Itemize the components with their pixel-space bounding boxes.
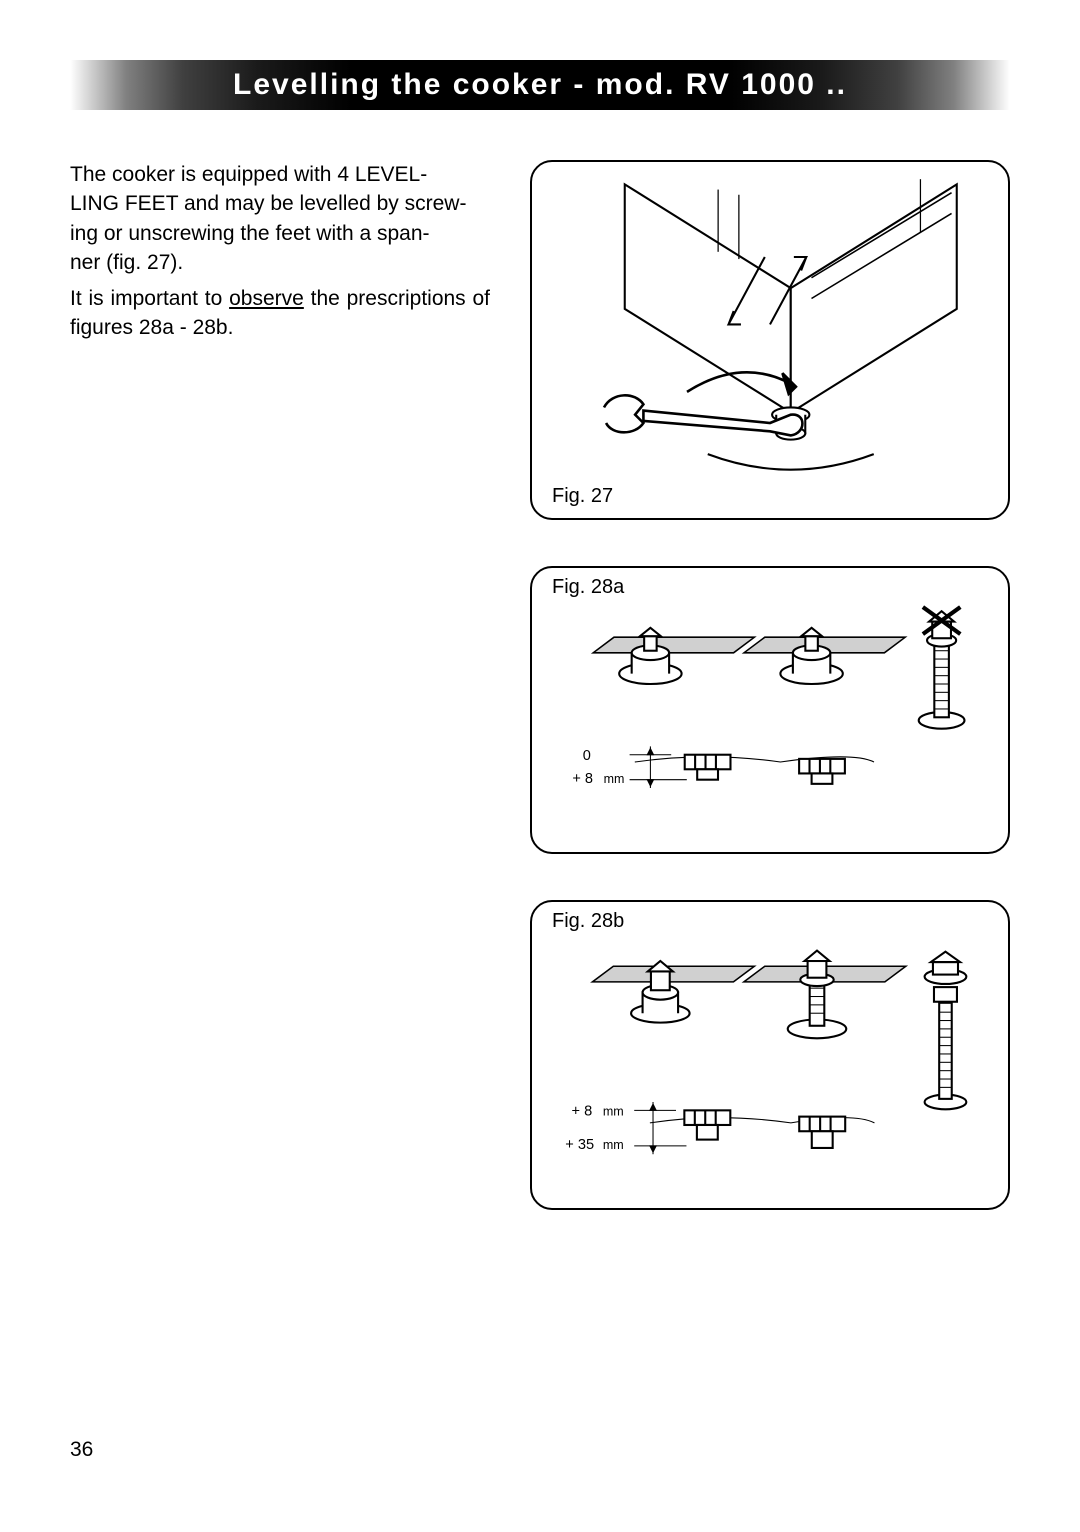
page-container: Levelling the cooker - mod. RV 1000 .. T…	[0, 0, 1080, 1532]
p2-underline: observe	[229, 287, 304, 310]
fig28b-dim-bot: + 35	[565, 1137, 594, 1153]
fig28b-dim-top: + 8	[572, 1104, 593, 1120]
figure-27-caption: Fig. 27	[552, 485, 613, 508]
p1-line-a: The cooker is equipped with 4 LEVEL-	[70, 163, 427, 186]
paragraph-2: It is important to observe the prescript…	[70, 284, 490, 343]
text-column: The cooker is equipped with 4 LEVEL- LIN…	[70, 160, 490, 1256]
p1-line-d: ner (fig. 27).	[70, 251, 183, 274]
p1-line-c: ing or unscrewing the feet with a span-	[70, 222, 430, 245]
fig28b-unit1: mm	[603, 1105, 624, 1119]
fig28a-dim-bot: + 8	[572, 771, 593, 787]
figure-28b-svg: + 8 mm + 35 mm	[544, 914, 996, 1196]
fig28b-unit2: mm	[603, 1138, 624, 1152]
content-row: The cooker is equipped with 4 LEVEL- LIN…	[70, 160, 1010, 1256]
p2-a: It is important to	[70, 287, 229, 310]
section-title-bar: Levelling the cooker - mod. RV 1000 ..	[70, 60, 1010, 110]
figure-27-svg	[544, 174, 996, 506]
figure-28a-box: Fig. 28a	[530, 566, 1010, 854]
section-title-text: Levelling the cooker - mod. RV 1000 ..	[233, 68, 847, 102]
figure-28b-box: Fig. 28b	[530, 900, 1010, 1210]
paragraph-1: The cooker is equipped with 4 LEVEL- LIN…	[70, 160, 490, 278]
figure-28b-caption: Fig. 28b	[552, 910, 624, 933]
fig28a-unit: mm	[604, 772, 625, 786]
page-number: 36	[70, 1438, 93, 1462]
figure-28a-svg: 0 + 8 mm	[544, 580, 996, 840]
figure-column: Fig. 27 Fig. 28a	[530, 160, 1010, 1256]
p1-line-b: LING FEET and may be levelled by screw-	[70, 192, 466, 215]
fig28a-dim-top: 0	[583, 748, 591, 764]
figure-28a-caption: Fig. 28a	[552, 576, 624, 599]
figure-27-box: Fig. 27	[530, 160, 1010, 520]
